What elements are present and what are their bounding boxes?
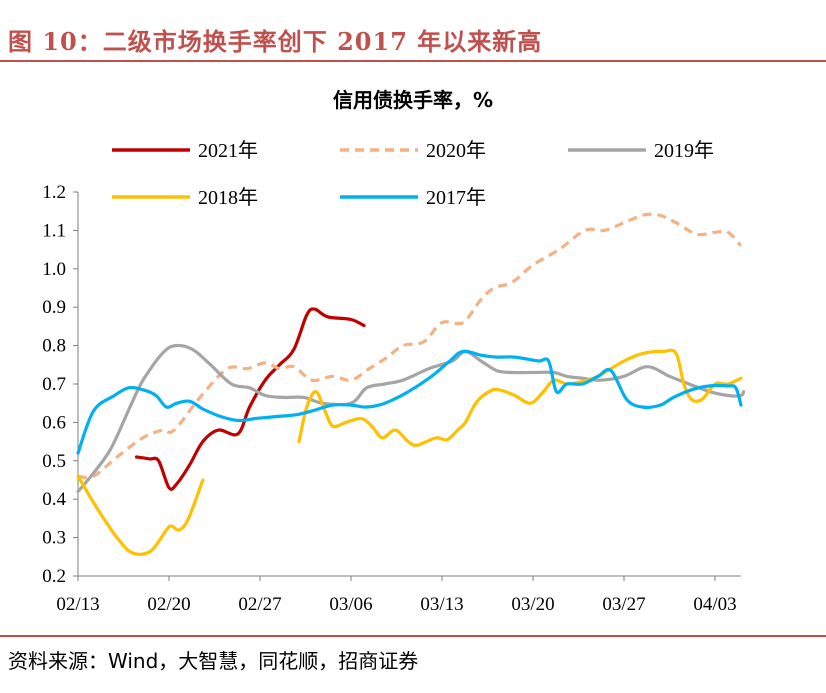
series-line-2	[76, 343, 746, 494]
legend-label-1: 2020年	[426, 139, 486, 162]
series-lines	[76, 212, 746, 556]
series-line-0	[134, 307, 366, 491]
x-tick-label: 03/27	[602, 594, 645, 615]
series-line-3	[76, 474, 205, 556]
x-tick-label: 03/06	[329, 594, 372, 615]
x-tick-label: 02/27	[238, 594, 281, 615]
y-tick-label: 0.7	[42, 374, 66, 395]
y-tick-label: 1.1	[42, 220, 66, 241]
legend: 2021年 2020年 2019年 2018年 2017年	[112, 139, 714, 209]
y-tick-label: 0.6	[42, 412, 66, 433]
legend-label-3: 2018年	[198, 186, 258, 209]
y-tick-label: 1.0	[42, 259, 66, 280]
legend-label-0: 2021年	[198, 139, 258, 162]
x-tick-label: 03/13	[420, 594, 463, 615]
y-tick-label: 1.2	[42, 182, 66, 203]
chart-title: 信用债换手率，%	[332, 88, 494, 112]
x-tick-label: 04/03	[693, 594, 736, 615]
y-tick-label: 0.8	[42, 336, 66, 357]
y-tick-label: 0.2	[42, 566, 66, 587]
series-line-4	[76, 349, 743, 455]
x-tick-label: 03/20	[511, 594, 554, 615]
title-rule	[0, 60, 826, 62]
source-rule	[0, 635, 826, 637]
axes: 0.2 0.3 0.4 0.5 0.6 0.7 0.8 0.9 1.0 1.1 1.2 02/13 02…	[42, 182, 741, 615]
y-tick-label: 0.5	[42, 451, 66, 472]
figure-title: 图 10：二级市场换手率创下 2017 年以来新高	[8, 27, 543, 56]
source-note: 资料来源：Wind，大智慧，同花顺，招商证券	[8, 649, 419, 673]
x-tick-label: 02/20	[147, 594, 190, 615]
y-tick-label: 0.4	[42, 489, 66, 510]
x-tick-label: 02/13	[56, 594, 99, 615]
series-line-3	[297, 348, 743, 447]
series-line-1	[77, 212, 743, 480]
legend-label-2: 2019年	[654, 139, 714, 162]
legend-label-4: 2017年	[426, 186, 486, 209]
y-tick-label: 0.3	[42, 528, 66, 549]
y-tick-label: 0.9	[42, 297, 66, 318]
